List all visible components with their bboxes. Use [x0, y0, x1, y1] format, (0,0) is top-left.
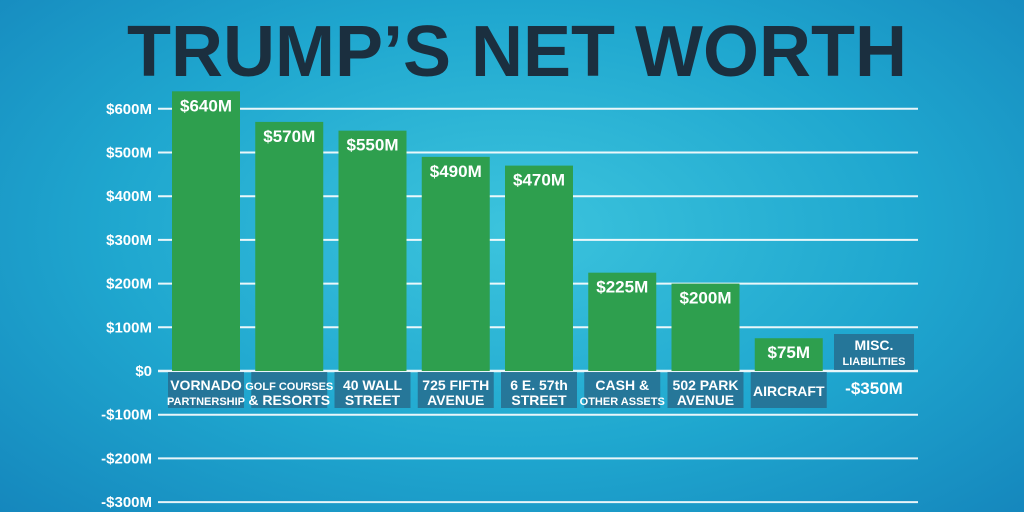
category-label: STREET — [511, 392, 567, 408]
y-tick-label: $400M — [106, 188, 152, 205]
y-tick-label: -$100M — [101, 407, 152, 424]
data-label: $75M — [767, 343, 810, 362]
category-label-bg — [584, 372, 661, 408]
category-label-bg — [667, 372, 744, 408]
category-label: AVENUE — [677, 392, 734, 408]
bar — [338, 130, 407, 371]
data-labels: $640M $570M $550M $490M $470M $225M $200M $75M -… — [180, 96, 903, 398]
bar — [505, 165, 573, 371]
data-label: $225M — [596, 278, 648, 297]
category-label: & RESORTS — [248, 392, 330, 408]
category-label-bg — [501, 372, 577, 408]
chart-title: TRUMP’S NET WORTH — [127, 12, 907, 92]
data-label: $570M — [263, 127, 315, 146]
category-label-bg — [334, 372, 411, 408]
data-label: $470M — [513, 171, 565, 190]
data-label: $490M — [430, 162, 482, 181]
category-label: STREET — [345, 392, 401, 408]
y-tick-label: $300M — [106, 232, 152, 249]
category-label-bg — [417, 372, 494, 408]
category-label: CASH & — [595, 377, 649, 393]
category-label: AVENUE — [427, 392, 484, 408]
category-label: 725 FIFTH — [422, 377, 489, 393]
y-tick-label: -$200M — [101, 450, 152, 467]
category-label-bg — [251, 372, 328, 408]
category-label: AIRCRAFT — [753, 383, 825, 399]
category-label: VORNADO — [170, 377, 242, 393]
bar — [671, 283, 740, 371]
category-label: GOLF COURSES — [245, 381, 333, 393]
y-axis-tick-labels: $600M $500M $400M $300M $200M $100M $0 -$100M -$… — [101, 101, 152, 511]
category-label-bg — [750, 372, 827, 408]
category-label: 6 E. 57th — [510, 377, 568, 393]
y-tick-label: $500M — [106, 145, 152, 162]
category-label: LIABILITIES — [843, 356, 906, 368]
bar — [255, 121, 324, 371]
data-label: $200M — [680, 289, 732, 308]
bars — [172, 91, 823, 371]
category-label-bg — [834, 334, 914, 370]
category-label: MISC. — [855, 337, 894, 353]
data-label: $550M — [347, 136, 399, 155]
y-tick-label: -$300M — [101, 494, 152, 511]
data-label: -$350M — [845, 379, 903, 398]
data-label: $640M — [180, 96, 232, 115]
y-tick-label: $100M — [106, 319, 152, 336]
y-tick-label: $600M — [106, 101, 152, 118]
category-label: PARTNERSHIP — [167, 396, 245, 408]
y-tick-label: $200M — [106, 276, 152, 293]
category-label: 40 WALL — [343, 377, 403, 393]
y-tick-label: $0 — [135, 363, 152, 380]
bar — [754, 338, 823, 371]
category-label-bg — [168, 372, 244, 408]
bar — [588, 272, 657, 371]
bar — [172, 91, 240, 371]
bar — [421, 156, 490, 371]
category-label: OTHER ASSETS — [580, 396, 665, 408]
category-label: 502 PARK — [673, 377, 739, 393]
